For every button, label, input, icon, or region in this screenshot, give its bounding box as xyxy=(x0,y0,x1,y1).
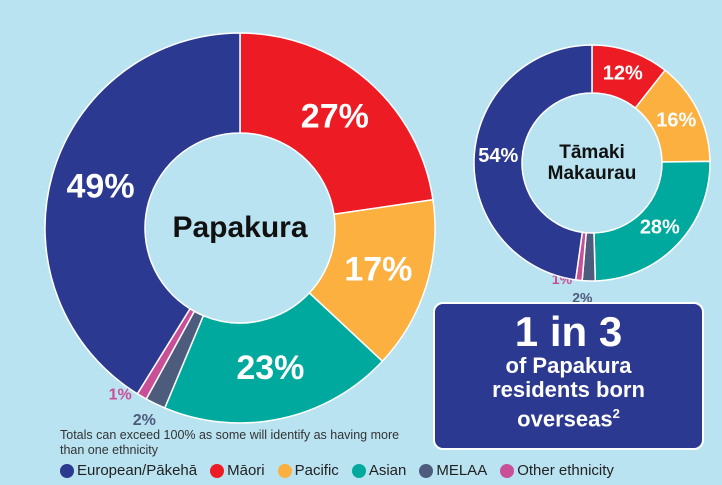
value-label: 54% xyxy=(478,145,518,167)
footnote-mark: 2 xyxy=(612,406,620,421)
legend-item: Pacific xyxy=(277,462,339,479)
legend: European/Pākehā Māori Pacific Asian MELAA Oth… xyxy=(60,462,614,479)
value-label: 27% xyxy=(301,97,369,135)
value-label: 2% xyxy=(572,290,593,306)
legend-item: MELAA xyxy=(419,462,487,479)
legend-label: Asian xyxy=(368,462,407,479)
legend-swatch xyxy=(419,463,434,478)
footnote: Totals can exceed 100% as some will iden… xyxy=(60,428,400,457)
legend-label: Māori xyxy=(227,462,265,479)
value-label: 12% xyxy=(603,62,643,84)
value-label: 28% xyxy=(640,216,680,238)
value-label: 1% xyxy=(109,387,132,404)
legend-swatch xyxy=(351,463,366,478)
donut-segment xyxy=(44,32,241,395)
donut-segment xyxy=(308,198,436,363)
value-label: 23% xyxy=(236,349,304,387)
value-label: 2% xyxy=(133,412,156,429)
callout-box: 1 in 3 of Papakura residents born overse… xyxy=(433,302,704,450)
donut-segment xyxy=(473,44,593,281)
legend-item: Asian xyxy=(351,462,407,479)
legend-item: Māori xyxy=(210,462,265,479)
callout-text: of Papakura residents born overseas2 xyxy=(469,353,669,432)
value-label: 17% xyxy=(344,250,412,288)
center-label: Tāmaki Makaurau xyxy=(547,142,637,184)
donut-segment xyxy=(239,32,434,216)
callout-headline: 1 in 3 xyxy=(514,308,623,355)
legend-item: European/Pākehā xyxy=(60,462,197,479)
legend-swatch xyxy=(210,463,225,478)
legend-item: Other ethnicity xyxy=(500,462,614,479)
donut-segment xyxy=(163,291,384,424)
legend-swatch xyxy=(277,463,292,478)
value-label: 49% xyxy=(67,167,135,205)
center-label: Papakura xyxy=(172,211,308,244)
legend-swatch xyxy=(500,463,515,478)
legend-swatch xyxy=(60,463,74,478)
legend-label: Other ethnicity xyxy=(517,462,614,479)
legend-label: Pacific xyxy=(294,462,339,479)
callout-body: of Papakura residents born overseas xyxy=(492,353,645,432)
donut-segment xyxy=(593,160,711,282)
legend-label: MELAA xyxy=(436,462,488,479)
value-label: 16% xyxy=(656,110,696,132)
legend-label: European/Pākehā xyxy=(77,462,198,479)
